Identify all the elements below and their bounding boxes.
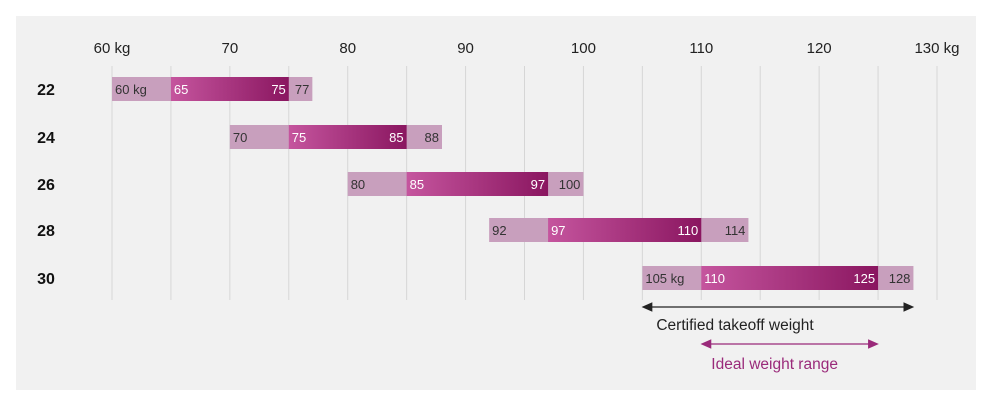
certified-legend-label: Certified takeoff weight <box>656 317 814 334</box>
legend: Certified takeoff weight Ideal weight ran… <box>641 302 915 373</box>
x-tick-label: 120 <box>807 40 832 57</box>
ideal-end-label: 85 <box>389 130 403 145</box>
certified-start-label: 105 kg <box>645 271 684 286</box>
grid-lines <box>111 66 938 300</box>
ideal-range-bar <box>406 172 549 196</box>
certified-start-label: 70 <box>233 130 247 145</box>
x-tick-label: 60 kg <box>94 40 131 57</box>
category-label: 28 <box>37 223 55 240</box>
category-label: 24 <box>37 130 55 147</box>
ideal-end-label: 125 <box>853 271 875 286</box>
certified-start-label: 92 <box>492 223 506 238</box>
ideal-end-label: 110 <box>678 223 699 238</box>
x-tick-label: 130 kg <box>914 40 959 57</box>
ideal-start-label: 110 <box>704 271 725 286</box>
y-axis-categories: 22 24 26 28 30 <box>37 82 55 288</box>
ideal-range-bar <box>548 218 702 242</box>
category-label: 22 <box>37 82 55 99</box>
x-tick-label: 90 <box>457 40 474 57</box>
certified-end-label: 128 <box>889 271 911 286</box>
x-tick-label: 80 <box>339 40 356 57</box>
category-label: 26 <box>37 177 55 194</box>
x-tick-label: 100 <box>571 40 596 57</box>
certified-end-label: 114 <box>725 223 746 238</box>
certified-end-label: 77 <box>295 82 309 97</box>
category-label: 30 <box>37 271 55 288</box>
ideal-start-label: 75 <box>292 130 306 145</box>
certified-start-label: 60 kg <box>115 82 147 97</box>
ideal-range-bar <box>288 125 407 149</box>
ideal-end-label: 75 <box>271 82 285 97</box>
ideal-start-label: 97 <box>551 223 565 238</box>
x-axis-ticks: 60 kg 70 80 90 100 110 120 130 kg <box>94 40 960 57</box>
certified-end-label: 100 <box>559 177 581 192</box>
ideal-start-label: 65 <box>174 82 188 97</box>
certified-end-label: 88 <box>425 130 439 145</box>
ideal-start-label: 85 <box>410 177 424 192</box>
ideal-range-bar <box>170 77 289 101</box>
ideal-legend-label: Ideal weight range <box>711 356 838 373</box>
bars: 60 kg 77 65 75 70 88 75 85 80 100 85 97 92 114 97 110 10… <box>112 77 914 290</box>
x-tick-label: 70 <box>222 40 239 57</box>
x-tick-label: 110 <box>689 40 713 57</box>
ideal-range-bar <box>701 266 879 290</box>
certified-start-label: 80 <box>351 177 365 192</box>
ideal-end-label: 97 <box>531 177 545 192</box>
